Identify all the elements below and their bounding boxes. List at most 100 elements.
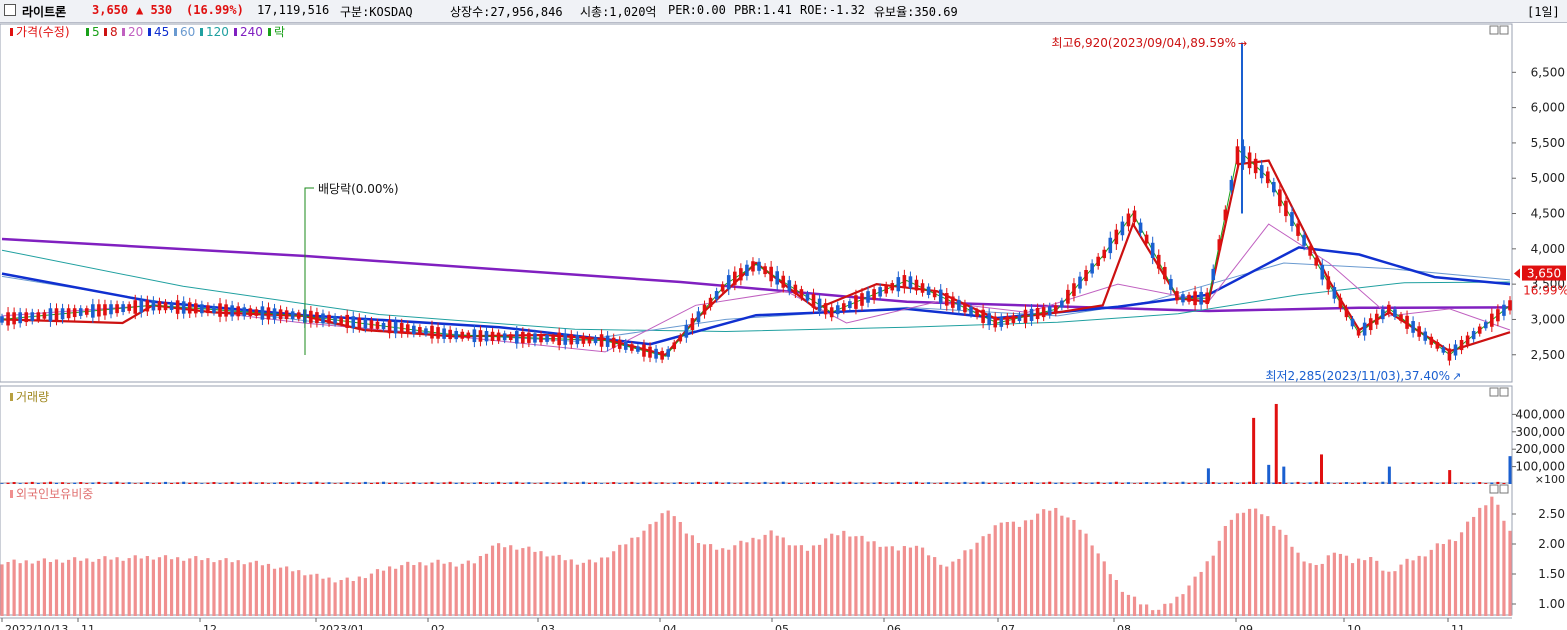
- candle-body: [533, 333, 537, 343]
- foreign-ratio-bar: [715, 549, 719, 616]
- foreign-ratio-panel-close-icon: [1499, 484, 1509, 494]
- foreign-ratio-bar: [497, 543, 501, 616]
- volume-bar: [539, 482, 543, 484]
- volume-bar-spike: [1448, 470, 1452, 484]
- foreign-ratio-bar: [218, 560, 222, 616]
- foreign-ratio-bar: [1054, 507, 1058, 616]
- foreign-ratio-bar: [1072, 519, 1076, 616]
- foreign-ratio-bar: [490, 545, 495, 616]
- candle-body: [115, 304, 119, 314]
- volume-bar: [357, 482, 361, 484]
- foreign-ratio-bar: [951, 561, 955, 616]
- candle-body: [103, 304, 107, 316]
- volume-bar: [466, 483, 470, 484]
- volume-bar: [927, 482, 931, 484]
- foreign-ratio-bar: [381, 570, 386, 616]
- foreign-ratio-bar: [636, 537, 640, 616]
- foreign-ratio-bar: [757, 539, 761, 616]
- candle-body: [969, 306, 973, 315]
- candle-body: [502, 333, 507, 341]
- candle-body: [200, 304, 204, 314]
- foreign-ratio-bar: [139, 558, 143, 616]
- foreign-ratio-bar: [1163, 603, 1167, 616]
- foreign-ratio-bar: [297, 570, 301, 616]
- volume-bar: [914, 481, 918, 484]
- foreign-ratio-bar: [836, 535, 840, 616]
- x-tick-label: 02: [431, 623, 445, 630]
- y-tick-label: 2,500: [1531, 348, 1565, 362]
- foreign-ratio-bar: [690, 535, 695, 616]
- foreign-ratio-bar: [557, 554, 561, 616]
- candle-body: [854, 295, 858, 309]
- volume-bar: [624, 482, 628, 484]
- candle-body: [1005, 316, 1010, 325]
- volume-bar: [194, 482, 198, 484]
- candle-body: [575, 335, 580, 345]
- candle-body: [1496, 309, 1500, 322]
- volume-bar: [594, 482, 598, 484]
- volume-bar: [999, 483, 1003, 484]
- legend-marker: [104, 28, 107, 36]
- legend-label: 240: [240, 25, 263, 39]
- foreign-ratio-bar: [1036, 513, 1040, 616]
- volume-bar: [0, 483, 4, 484]
- x-tick-label: 05: [775, 623, 789, 630]
- candle-body: [1011, 315, 1016, 323]
- volume-bar: [1054, 482, 1058, 484]
- foreign-ratio-bar: [999, 522, 1003, 616]
- candle-body: [1060, 300, 1064, 308]
- candle-body: [696, 311, 701, 323]
- foreign-ratio-bar: [121, 560, 125, 616]
- foreign-ratio-bar: [18, 563, 22, 616]
- candle-body: [351, 316, 356, 329]
- foreign-ratio-bar: [1266, 516, 1270, 616]
- volume-bar: [212, 482, 216, 484]
- volume-panel-close-icon: [1499, 387, 1509, 397]
- candle-body: [472, 329, 477, 343]
- dividend-label: 배당락(0.00%): [318, 182, 399, 196]
- volume-bar: [321, 482, 325, 484]
- listed-shares: 상장수:27,956,846: [450, 5, 563, 19]
- volume-bar: [1363, 481, 1367, 484]
- candle-body: [1029, 308, 1034, 322]
- x-tick-label: 09: [1239, 623, 1253, 630]
- volume-bar: [375, 482, 379, 484]
- volume-bar: [1369, 482, 1373, 484]
- volume-bar: [1048, 481, 1052, 484]
- foreign-ratio-bar: [1375, 560, 1379, 616]
- candle-body: [666, 349, 670, 357]
- volume-panel-minimize-icon: [1489, 387, 1499, 397]
- foreign-ratio-bar: [272, 568, 277, 616]
- candle-body: [478, 330, 483, 342]
- candle-body: [975, 310, 979, 317]
- candle-body: [884, 285, 889, 294]
- foreign-ratio-bar: [1332, 552, 1336, 616]
- volume-bar: [400, 483, 404, 484]
- volume-bar: [1108, 482, 1112, 484]
- volume-bar: [551, 483, 555, 484]
- foreign-ratio-bar: [321, 578, 325, 616]
- foreign-ratio-bar: [315, 573, 319, 616]
- candle-body: [781, 275, 786, 288]
- foreign-ratio-bar: [1254, 508, 1258, 616]
- candle-body: [187, 302, 192, 314]
- candle-body: [963, 303, 967, 313]
- candle-body: [399, 323, 404, 334]
- foreign-ratio-bar: [406, 561, 410, 616]
- volume-bar: [224, 482, 228, 484]
- foreign-ratio-bar: [206, 558, 210, 616]
- select-checkbox[interactable]: [4, 4, 16, 16]
- period-selector[interactable]: [1일]: [1527, 5, 1560, 19]
- foreign-ratio-bar: [648, 524, 652, 616]
- candle-body: [1290, 212, 1294, 227]
- foreign-ratio-bar: [1272, 525, 1276, 616]
- foreign-ratio-bar: [1320, 563, 1324, 616]
- candle-body: [908, 276, 913, 289]
- volume-bar: [933, 483, 937, 484]
- foreign-ratio-bar: [824, 538, 828, 616]
- foreign-ratio-bar: [527, 546, 531, 616]
- foreign-y-tick-label: 1.50: [1538, 567, 1565, 581]
- volume-bar: [1235, 482, 1239, 484]
- foreign-ratio-panel: [0, 482, 1513, 616]
